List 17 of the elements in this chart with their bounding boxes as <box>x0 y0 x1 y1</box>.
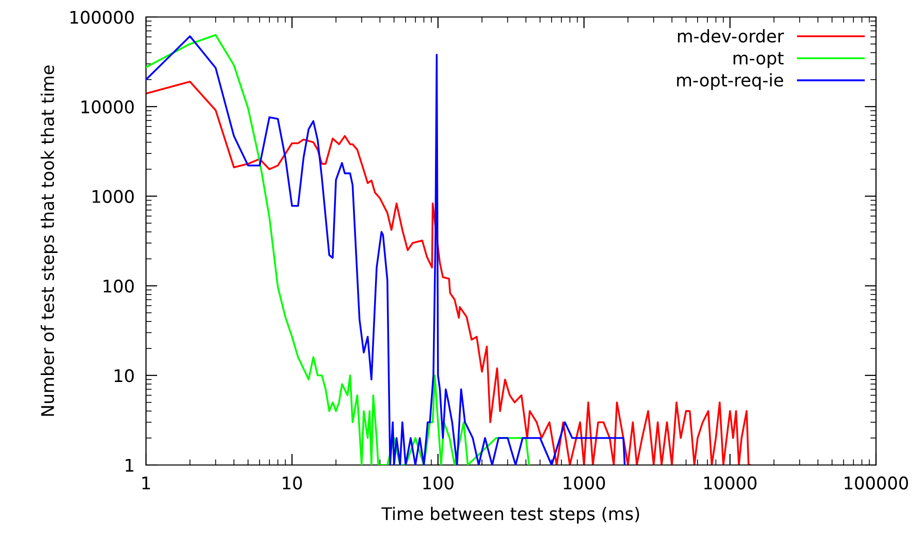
x-tick-label: 100000 <box>844 476 908 490</box>
x-tick-label: 100 <box>423 476 454 490</box>
y-tick-label: 1000 <box>92 190 134 204</box>
x-tick-label: 10 <box>282 476 302 490</box>
y-tick-label: 1 <box>126 458 134 472</box>
legend-label: m-opt <box>734 52 784 68</box>
y-tick-label: 100 <box>104 280 134 293</box>
x-axis-title: Time between test steps (ms) <box>381 506 640 524</box>
y-tick-label: 10000 <box>82 100 134 114</box>
x-tick-label: 1 <box>142 476 150 490</box>
x-tick-label: 10000 <box>704 476 756 490</box>
legend-label: m-dev-order <box>678 29 784 43</box>
legend-label: m-opt-req-ie <box>677 73 784 90</box>
y-tick-label: 100000 <box>70 10 134 24</box>
y-axis-title: Number of test steps that took that time <box>40 65 58 416</box>
y-tick-label: 10 <box>114 369 134 382</box>
x-tick-label: 1000 <box>564 476 605 490</box>
